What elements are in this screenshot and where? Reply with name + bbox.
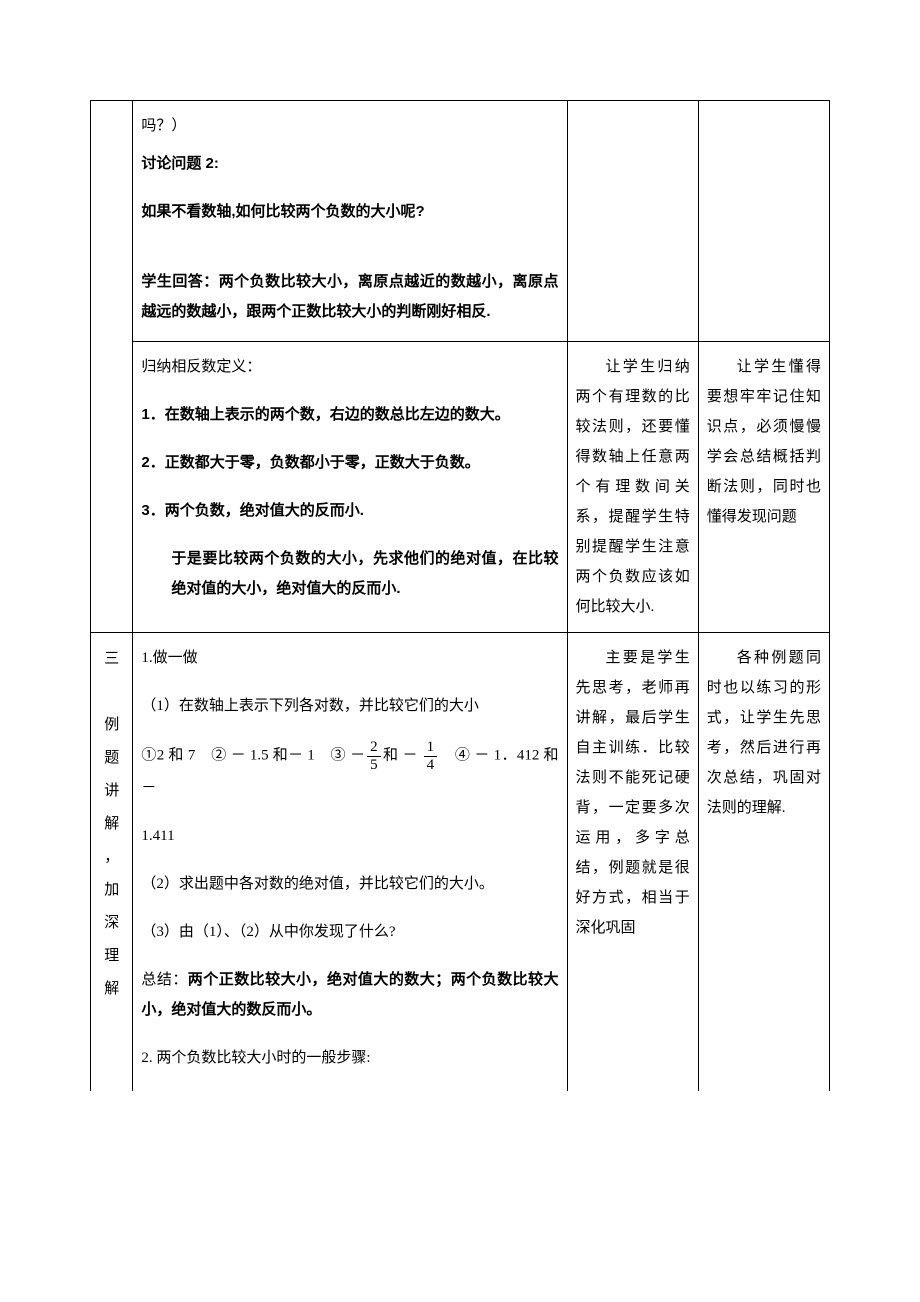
fraction-1: 25: [367, 739, 381, 773]
note1-cell-r3: 主要是学生先思考，老师再讲解，最后学生自主训练．比较法则不能死记硬背，一定要多次…: [567, 633, 698, 1092]
section-3-label: 三例题讲解，加深理解: [99, 643, 124, 1006]
fraction-2: 14: [424, 739, 438, 773]
table-row: 吗？） 讨论问题 2: 如果不看数轴,如何比较两个负数的大小呢? 学生回答：两个…: [91, 101, 830, 342]
ex-1-1: （1）在数轴上表示下列各对数，并比较它们的大小: [141, 691, 558, 721]
student-answer: 学生回答：两个负数比较大小，离原点越近的数越小，离原点越远的数越小，跟两个正数比…: [141, 267, 558, 327]
note2-cell-r2: 让学生懂得要想牢牢记住知识点，必须慢慢学会总结概括判断法则，同时也懂得发现问题: [698, 342, 829, 633]
note1-r2-text: 让学生归纳两个有理数的比较法则，还要懂得数轴上任意两个有理数间关系，提醒学生特别…: [576, 352, 690, 622]
summary-line: 总结：两个正数比较大小，绝对值大的数大；两个负数比较大小，绝对值大的数反而小。: [141, 965, 558, 1025]
note2-r3-text: 各种例题同时也以练习的形式，让学生先思考，然后进行再次总结，巩固对法则的理解.: [707, 643, 821, 823]
rule-1: 1．在数轴上表示的两个数，右边的数总比左边的数大。: [141, 400, 558, 430]
ex-2-title: 2. 两个负数比较大小时的一般步骤:: [141, 1043, 558, 1073]
rule-3: 3．两个负数，绝对值大的反而小.: [141, 496, 558, 526]
ex-1-title: 1.做一做: [141, 643, 558, 673]
main-cell-discussion: 吗？） 讨论问题 2: 如果不看数轴,如何比较两个负数的大小呢? 学生回答：两个…: [133, 101, 567, 342]
section-cell-blank: [91, 101, 133, 633]
note1-cell-r2: 让学生归纳两个有理数的比较法则，还要懂得数轴上任意两个有理数间关系，提醒学生特别…: [567, 342, 698, 633]
discuss-label: 讨论问题 2:: [141, 149, 558, 179]
frac1-den: 5: [367, 757, 381, 774]
note1-cell-r1: [567, 101, 698, 342]
note2-cell-r3: 各种例题同时也以练习的形式，让学生先思考，然后进行再次总结，巩固对法则的理解.: [698, 633, 829, 1092]
ex-1-2: （2）求出题中各对数的绝对值，并比较它们的大小。: [141, 869, 558, 899]
note2-r2-text: 让学生懂得要想牢牢记住知识点，必须慢慢学会总结概括判断法则，同时也懂得发现问题: [707, 352, 821, 532]
summary-label: 总结：: [141, 972, 187, 988]
rule-2: 2．正数都大于零，负数都小于零，正数大于负数。: [141, 448, 558, 478]
answer-label: 学生回答：: [141, 273, 218, 290]
main-cell-rules: 归纳相反数定义： 1．在数轴上表示的两个数，右边的数总比左边的数大。 2．正数都…: [133, 342, 567, 633]
note2-cell-r1: [698, 101, 829, 342]
table-row: 三例题讲解，加深理解 1.做一做 （1）在数轴上表示下列各对数，并比较它们的大小…: [91, 633, 830, 1092]
frac1-num: 2: [367, 739, 381, 757]
frac2-den: 4: [424, 757, 438, 774]
discuss-question: 如果不看数轴,如何比较两个负数的大小呢?: [141, 197, 558, 227]
ex-items-line: ①2 和 7 ② － 1.5 和－ 1 ③ －25和 － 14 ④ － 1．41…: [141, 739, 558, 803]
rule-sub: 于是要比较两个负数的大小，先求他们的绝对值，在比较绝对值的大小，绝对值大的反而小…: [171, 544, 558, 604]
page: 吗？） 讨论问题 2: 如果不看数轴,如何比较两个负数的大小呢? 学生回答：两个…: [0, 0, 920, 1151]
lesson-table: 吗？） 讨论问题 2: 如果不看数轴,如何比较两个负数的大小呢? 学生回答：两个…: [90, 100, 830, 1091]
frac2-num: 1: [424, 739, 438, 757]
summary-body: 两个正数比较大小，绝对值大的数大；两个负数比较大小，绝对值大的数反而小。: [141, 971, 558, 1018]
table-row: 归纳相反数定义： 1．在数轴上表示的两个数，右边的数总比左边的数大。 2．正数都…: [91, 342, 830, 633]
question-tail: 吗？）: [141, 111, 558, 141]
main-cell-examples: 1.做一做 （1）在数轴上表示下列各对数，并比较它们的大小 ①2 和 7 ② －…: [133, 633, 567, 1092]
ex-1-3: （3）由（1）、（2）从中你发现了什么?: [141, 917, 558, 947]
items-tail: 1.411: [141, 821, 558, 851]
section-cell-3: 三例题讲解，加深理解: [91, 633, 133, 1092]
rules-intro: 归纳相反数定义：: [141, 352, 558, 382]
items-mid: 和 －: [383, 747, 418, 763]
items-pre: ①2 和 7 ② － 1.5 和－ 1 ③ －: [141, 747, 365, 763]
note1-r3-text: 主要是学生先思考，老师再讲解，最后学生自主训练．比较法则不能死记硬背，一定要多次…: [576, 643, 690, 943]
